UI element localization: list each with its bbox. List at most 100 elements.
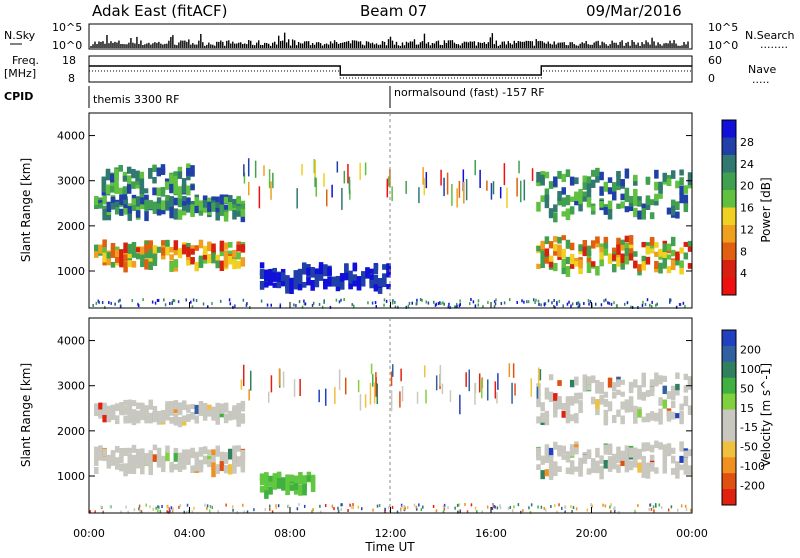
heatmap-streak: [440, 169, 442, 186]
heatmap-ground: [422, 505, 424, 509]
heatmap-cell: [268, 480, 273, 487]
heatmap-ground: [177, 300, 180, 304]
heatmap-ground: [491, 506, 494, 510]
heatmap-cell: [181, 449, 187, 458]
heatmap-cell: [628, 447, 634, 458]
colorbar-swatch: [722, 225, 736, 243]
heatmap-streak: [299, 379, 301, 397]
heatmap-ground: [682, 301, 685, 305]
heatmap-streak: [422, 167, 424, 185]
heatmap-cell: [127, 411, 133, 420]
heatmap-cell: [114, 415, 120, 425]
heatmap-ground: [655, 504, 657, 508]
heatmap-cell: [144, 211, 149, 222]
heatmap-ground: [161, 504, 163, 508]
heatmap-streak: [418, 187, 420, 204]
heatmap-ground: [434, 303, 437, 307]
heatmap-cell: [264, 480, 269, 491]
heatmap-cell: [161, 207, 166, 215]
heatmap-cell: [232, 198, 237, 205]
heatmap-ground: [353, 304, 355, 308]
heatmap-cell: [369, 268, 374, 278]
x-tick-label: 04:00: [174, 527, 206, 540]
heatmap-cell: [687, 379, 693, 390]
heatmap-ground: [466, 510, 469, 514]
heatmap-streak: [376, 383, 379, 405]
heatmap-cell: [616, 446, 621, 457]
heatmap-streak: [272, 172, 274, 189]
heatmap-cell: [662, 375, 668, 383]
heatmap-cell: [131, 409, 137, 417]
heatmap-cell: [152, 207, 158, 214]
heatmap-cell: [169, 417, 174, 424]
heatmap-cell: [679, 403, 684, 411]
heatmap-ground: [651, 300, 653, 304]
heatmap-cell: [633, 460, 638, 468]
heatmap-cell: [544, 453, 550, 463]
y-tick-label: 1000: [57, 470, 85, 483]
heatmap-cell: [102, 414, 107, 423]
heatmap-ground: [155, 506, 157, 510]
heatmap-cell: [679, 265, 684, 275]
heatmap-cell: [553, 262, 558, 272]
heatmap-ground: [550, 505, 552, 509]
heatmap-ground: [384, 507, 386, 511]
heatmap-cell: [679, 455, 684, 463]
heatmap-cell: [548, 241, 554, 249]
heatmap-cell: [228, 241, 233, 248]
heatmap-streak: [375, 376, 377, 397]
heatmap-cell: [186, 415, 191, 422]
heatmap-cell: [641, 463, 646, 472]
heatmap-cell: [624, 462, 630, 473]
heatmap-cell: [198, 462, 204, 469]
heatmap-cell: [127, 416, 133, 424]
heatmap-ground: [678, 303, 681, 307]
heatmap-cell: [616, 452, 621, 464]
heatmap-cell: [190, 165, 195, 172]
heatmap-ground: [367, 301, 369, 305]
heatmap-cell: [114, 249, 120, 258]
heatmap-ground: [104, 305, 106, 309]
heatmap-ground: [392, 299, 394, 303]
heatmap-ground: [669, 298, 671, 302]
heatmap-cell: [649, 454, 655, 461]
heatmap-streak: [359, 162, 361, 180]
heatmap-cell: [679, 464, 684, 471]
heatmap-streak: [439, 364, 442, 387]
heatmap-streak: [386, 178, 389, 198]
heatmap-ground: [352, 506, 355, 510]
heatmap-cell: [169, 261, 174, 272]
nave-legend: .....: [752, 73, 769, 86]
heatmap-ground: [668, 300, 671, 304]
heatmap-cell: [135, 402, 141, 410]
heatmap-cell: [152, 187, 157, 196]
velocity-heatmap: [89, 363, 693, 514]
heatmap-cell: [240, 203, 246, 209]
heatmap-cell: [675, 461, 680, 472]
heatmap-cell: [127, 260, 133, 267]
heatmap-ground: [340, 298, 342, 302]
heatmap-cell: [140, 254, 145, 261]
heatmap-ground: [311, 509, 314, 513]
heatmap-ground: [304, 302, 307, 306]
heatmap-cell: [140, 246, 145, 256]
heatmap-cell: [637, 264, 642, 272]
heatmap-ground: [522, 509, 524, 513]
heatmap-cell: [232, 202, 237, 208]
heatmap-streak: [462, 169, 465, 192]
heatmap-cell: [544, 393, 550, 400]
heatmap-cell: [569, 196, 575, 202]
heatmap-ground: [658, 503, 661, 507]
heatmap-ground: [454, 506, 456, 510]
station-title: Adak East (fitACF): [92, 2, 227, 20]
heatmap-ground: [464, 503, 466, 507]
heatmap-cell: [360, 281, 366, 287]
heatmap-streak: [326, 189, 328, 207]
heatmap-ground: [319, 504, 321, 508]
heatmap-cell: [310, 477, 316, 484]
heatmap-cell: [603, 391, 609, 398]
heatmap-cell: [536, 392, 541, 402]
heatmap-cell: [339, 273, 345, 281]
heatmap-ground: [586, 508, 589, 512]
heatmap-cell: [240, 463, 246, 473]
